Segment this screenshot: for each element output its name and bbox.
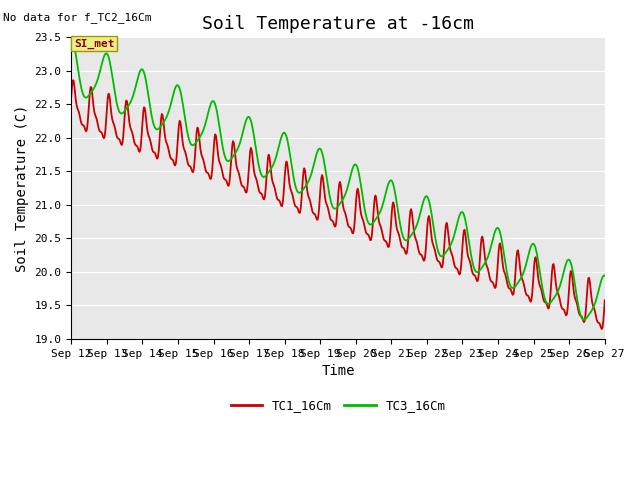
Text: No data for f_TC2_16Cm: No data for f_TC2_16Cm (3, 12, 152, 23)
Text: SI_met: SI_met (74, 38, 115, 48)
X-axis label: Time: Time (321, 364, 355, 378)
Title: Soil Temperature at -16cm: Soil Temperature at -16cm (202, 15, 474, 33)
Legend: TC1_16Cm, TC3_16Cm: TC1_16Cm, TC3_16Cm (225, 394, 451, 417)
Y-axis label: Soil Temperature (C): Soil Temperature (C) (15, 104, 29, 272)
